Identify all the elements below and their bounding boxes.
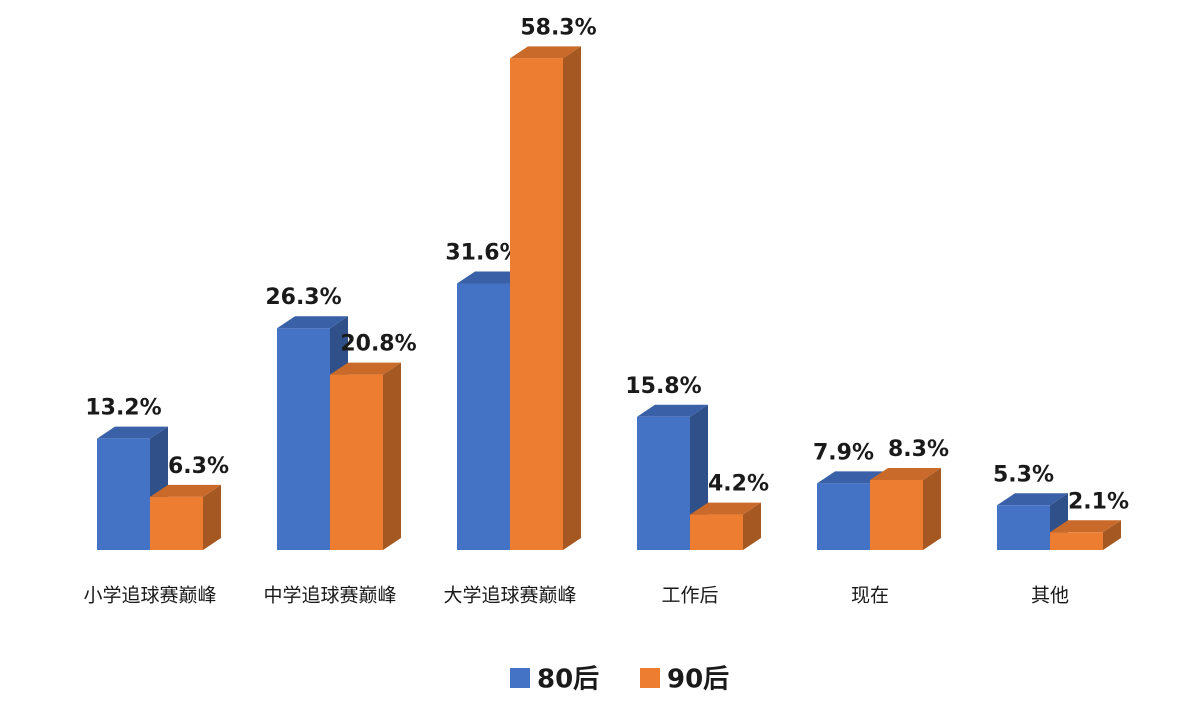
- x-tick-label: 其他: [1031, 585, 1069, 607]
- data-label: 8.3%: [888, 437, 949, 462]
- bar-top: [330, 362, 401, 375]
- bar: [330, 374, 383, 550]
- bar: [997, 505, 1050, 550]
- bar-top: [150, 484, 221, 497]
- legend-label: 80后: [537, 665, 599, 695]
- bar-top: [870, 468, 941, 481]
- bar-top: [277, 316, 348, 329]
- data-label: 7.9%: [813, 440, 874, 465]
- bar-top: [97, 426, 168, 439]
- bar-side: [563, 46, 581, 550]
- bar-top: [510, 46, 581, 59]
- bar: [817, 483, 870, 550]
- legend-swatch: [510, 668, 530, 688]
- x-tick-label: 中学追球赛巅峰: [263, 585, 396, 607]
- data-label: 5.3%: [993, 462, 1054, 487]
- bar-side: [1103, 520, 1121, 550]
- bar-top: [637, 404, 708, 417]
- data-label: 13.2%: [85, 396, 161, 421]
- legend-label: 90后: [667, 665, 729, 695]
- x-tick-label: 大学追球赛巅峰: [443, 585, 576, 607]
- bar-side: [203, 484, 221, 550]
- data-label: 15.8%: [625, 374, 701, 399]
- bar: [1050, 532, 1103, 550]
- bar-side: [383, 362, 401, 550]
- bar-top: [1050, 520, 1121, 533]
- data-label: 58.3%: [520, 15, 596, 40]
- bar: [637, 416, 690, 550]
- bar-top: [690, 502, 761, 515]
- data-label: 20.8%: [340, 332, 416, 357]
- bar: [870, 480, 923, 550]
- bar: [510, 58, 563, 550]
- bar: [97, 438, 150, 550]
- bar-side: [923, 468, 941, 550]
- bar: [150, 496, 203, 550]
- legend-swatch: [640, 668, 660, 688]
- bar: [457, 283, 510, 550]
- bar-top: [997, 493, 1068, 506]
- data-label: 31.6%: [445, 241, 521, 266]
- data-label: 2.1%: [1068, 489, 1129, 514]
- bar: [277, 328, 330, 550]
- bar-side: [743, 502, 761, 550]
- x-tick-label: 工作后: [661, 585, 718, 607]
- data-label: 6.3%: [168, 454, 229, 479]
- x-tick-label: 小学追球赛巅峰: [83, 585, 216, 607]
- x-tick-label: 现在: [851, 585, 889, 607]
- data-label: 26.3%: [265, 285, 341, 310]
- data-label: 4.2%: [708, 472, 769, 497]
- bar: [690, 514, 743, 550]
